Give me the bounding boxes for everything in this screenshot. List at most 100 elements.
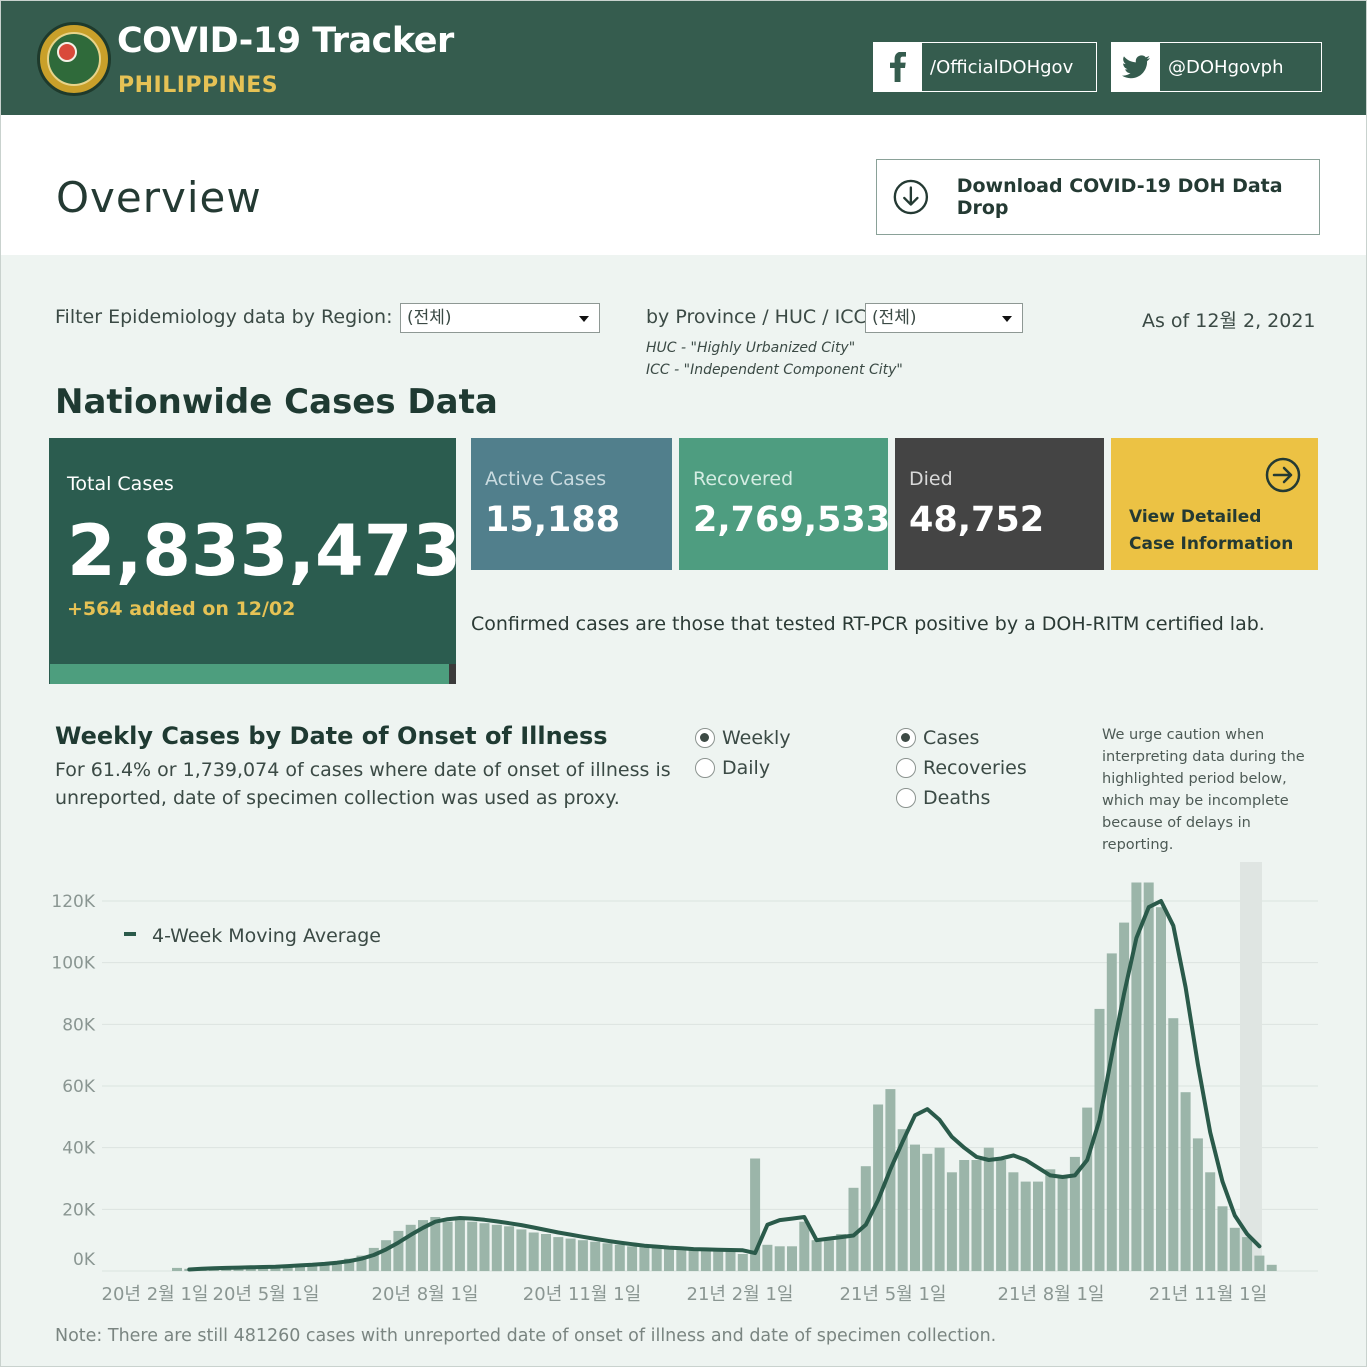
facebook-link[interactable]: /OfficialDOHgov bbox=[873, 42, 1097, 92]
weekly-bar bbox=[1168, 1018, 1179, 1271]
weekly-bar bbox=[983, 1147, 994, 1271]
province-filter-label: by Province / HUC / ICC: bbox=[646, 306, 874, 328]
incomplete-period-band bbox=[1240, 862, 1262, 1271]
radio-selected-icon bbox=[695, 728, 715, 748]
weekly-bar bbox=[811, 1240, 822, 1271]
x-tick-label: 21년 2월 1일 bbox=[687, 1284, 794, 1305]
weekly-bar bbox=[639, 1246, 650, 1271]
weekly-bar bbox=[381, 1240, 392, 1271]
weekly-bar bbox=[1045, 1169, 1056, 1272]
radio-daily[interactable]: Daily bbox=[695, 757, 770, 779]
download-data-drop-button[interactable]: Download COVID-19 DOH Data Drop bbox=[876, 159, 1320, 235]
province-select[interactable]: (전체) bbox=[865, 303, 1023, 333]
radio-deaths[interactable]: Deaths bbox=[896, 787, 990, 809]
radio-cases[interactable]: Cases bbox=[896, 727, 979, 749]
overview-band: Overview Download COVID-19 DOH Data Drop bbox=[1, 115, 1366, 255]
view-detailed-button[interactable]: View Detailed Case Information bbox=[1111, 438, 1318, 570]
y-tick-label: 20K bbox=[62, 1200, 96, 1220]
weekly-bar bbox=[971, 1160, 982, 1271]
weekly-bar bbox=[442, 1221, 453, 1271]
chart-subtitle: For 61.4% or 1,739,074 of cases where da… bbox=[55, 759, 671, 809]
radio-recoveries[interactable]: Recoveries bbox=[896, 757, 1027, 779]
weekly-bar bbox=[762, 1244, 773, 1271]
weekly-bar bbox=[713, 1251, 724, 1271]
y-axis-ticks: 0K 20K 40K 60K 80K 100K 120K bbox=[51, 892, 95, 1270]
region-filter-label: Filter Epidemiology data by Region: bbox=[55, 306, 393, 328]
weekly-bar bbox=[504, 1226, 515, 1271]
weekly-bar bbox=[1143, 882, 1154, 1271]
total-cases-card: Total Cases 2,833,473 +564 added on 12/0… bbox=[49, 438, 461, 684]
weekly-bar bbox=[860, 1166, 871, 1271]
weekly-bar bbox=[823, 1240, 834, 1271]
confirmed-note: Confirmed cases are those that tested RT… bbox=[471, 613, 1265, 635]
weekly-bar bbox=[676, 1249, 687, 1271]
weekly-bar bbox=[1192, 1138, 1203, 1271]
chevron-down-icon bbox=[1002, 316, 1012, 322]
weekly-bar bbox=[1069, 1156, 1080, 1271]
arrow-right-circle-icon bbox=[1265, 457, 1301, 493]
total-cases-added: +564 added on 12/02 bbox=[67, 598, 296, 620]
weekly-bar bbox=[368, 1247, 379, 1271]
chart-bars bbox=[172, 882, 1277, 1272]
y-tick-label: 100K bbox=[51, 954, 95, 974]
weekly-bar bbox=[996, 1160, 1007, 1271]
x-tick-label: 21년 5월 1일 bbox=[840, 1284, 947, 1305]
app-title: COVID-19 Tracker bbox=[117, 21, 454, 61]
y-tick-label: 80K bbox=[62, 1015, 96, 1035]
weekly-bar bbox=[467, 1221, 478, 1271]
weekly-bar bbox=[688, 1249, 699, 1271]
radio-unselected-icon bbox=[896, 788, 916, 808]
active-cases-label: Active Cases bbox=[485, 468, 607, 490]
weekly-bar bbox=[774, 1246, 785, 1271]
total-cases-bar bbox=[50, 664, 449, 684]
recovered-value: 2,769,533 bbox=[693, 500, 891, 540]
weekly-bar bbox=[454, 1218, 465, 1271]
doh-seal-logo bbox=[37, 22, 111, 96]
weekly-bar bbox=[836, 1234, 847, 1271]
weekly-bar bbox=[516, 1229, 527, 1271]
y-tick-label: 40K bbox=[62, 1139, 96, 1159]
radio-selected-icon bbox=[896, 728, 916, 748]
y-tick-label: 0K bbox=[73, 1250, 96, 1270]
radio-weekly[interactable]: Weekly bbox=[695, 727, 791, 749]
x-tick-label: 21년 8월 1일 bbox=[998, 1284, 1105, 1305]
active-cases-value: 15,188 bbox=[485, 500, 621, 540]
weekly-bar bbox=[577, 1240, 588, 1271]
weekly-bar bbox=[553, 1237, 564, 1271]
radio-deaths-label: Deaths bbox=[923, 787, 991, 809]
radio-cases-label: Cases bbox=[923, 727, 980, 749]
y-tick-label: 120K bbox=[51, 892, 95, 912]
region-select-value: (전체) bbox=[407, 308, 452, 328]
weekly-bar bbox=[1242, 1237, 1253, 1271]
weekly-bar bbox=[1266, 1264, 1277, 1271]
twitter-link[interactable]: @DOHgovph bbox=[1111, 42, 1322, 92]
chart-title: Weekly Cases by Date of Onset of Illness bbox=[55, 722, 608, 750]
died-value: 48,752 bbox=[909, 500, 1045, 540]
weekly-bar bbox=[1094, 1008, 1105, 1271]
x-axis-ticks: 20년 2월 1일 20년 5월 1일 20년 8월 1일 20년 11월 1일 21년… bbox=[102, 1284, 1268, 1305]
x-tick-label: 21년 11월 1일 bbox=[1149, 1284, 1267, 1305]
weekly-bar bbox=[664, 1247, 674, 1271]
weekly-bar bbox=[873, 1104, 884, 1271]
weekly-bar bbox=[1180, 1092, 1191, 1271]
total-cases-bar-end bbox=[449, 664, 456, 684]
region-select[interactable]: (전체) bbox=[400, 303, 600, 333]
weekly-bar bbox=[1082, 1107, 1093, 1271]
weekly-bar bbox=[405, 1224, 416, 1272]
weekly-bar bbox=[1033, 1181, 1043, 1271]
radio-unselected-icon bbox=[896, 758, 916, 778]
icc-note: ICC - "Independent Component City" bbox=[646, 362, 903, 378]
weekly-bar bbox=[959, 1160, 970, 1271]
weekly-bar bbox=[1131, 882, 1142, 1271]
died-card: Died 48,752 bbox=[895, 438, 1104, 570]
facebook-icon bbox=[874, 43, 922, 91]
weekly-bar bbox=[1205, 1172, 1216, 1271]
weekly-bar bbox=[319, 1263, 330, 1271]
recovered-label: Recovered bbox=[693, 468, 794, 490]
weekly-bar bbox=[934, 1147, 945, 1271]
as-of-date: As of 12월 2, 2021 bbox=[1142, 310, 1316, 332]
page-title: Overview bbox=[56, 173, 262, 222]
app-subtitle: PHILIPPINES bbox=[118, 73, 279, 98]
chevron-down-icon bbox=[579, 316, 589, 322]
weekly-bar bbox=[565, 1238, 576, 1271]
